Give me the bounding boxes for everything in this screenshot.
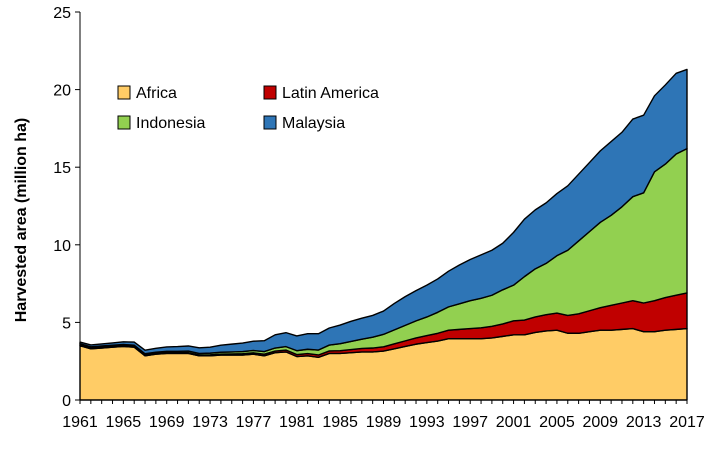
x-tick-label: 1985 — [322, 414, 358, 431]
x-tick-label: 2017 — [669, 414, 705, 431]
legend-swatch-africa — [117, 85, 131, 100]
legend-label-latin-america: Latin America — [282, 85, 379, 102]
x-tick-label: 2001 — [496, 414, 532, 431]
x-tick-label: 2009 — [582, 414, 618, 431]
area-series-group — [79, 68, 688, 401]
x-tick-label: 1997 — [452, 414, 488, 431]
x-tick-labels: 1961 1965 1969 1973 1977 1981 1985 1989 1993 1997… — [62, 414, 705, 431]
area-malaysia — [79, 68, 688, 355]
legend-label-malaysia: Malaysia — [282, 115, 345, 132]
legend-label-indonesia: Indonesia — [136, 115, 205, 132]
y-tick-label: 5 — [62, 315, 71, 332]
legend-swatch-malaysia — [263, 115, 277, 130]
x-tick-label: 1969 — [149, 414, 185, 431]
x-tick-label: 2005 — [539, 414, 575, 431]
x-tick-label: 1993 — [409, 414, 445, 431]
x-tick-label: 1981 — [279, 414, 315, 431]
x-tick-label: 1965 — [106, 414, 142, 431]
y-axis-label: Harvested area (million ha) — [13, 118, 30, 323]
x-tick-label: 1989 — [366, 414, 402, 431]
x-tick-label: 1977 — [236, 414, 272, 431]
legend-swatch-indonesia — [117, 115, 131, 130]
y-tick-labels: 0 5 10 15 20 25 — [53, 5, 71, 410]
x-tick-label: 1973 — [192, 414, 228, 431]
legend-label-africa: Africa — [136, 85, 177, 102]
legend-swatch-latin-america — [263, 85, 277, 100]
legend: Africa Latin America Indonesia Malaysia — [117, 85, 379, 132]
y-tick-label: 20 — [53, 83, 71, 100]
x-tick-label: 1961 — [62, 414, 98, 431]
x-tick-label: 2013 — [626, 414, 662, 431]
y-tick-label: 0 — [62, 393, 71, 410]
y-tick-label: 10 — [53, 238, 71, 255]
axes — [75, 11, 688, 404]
y-tick-label: 15 — [53, 160, 71, 177]
y-tick-label: 25 — [53, 5, 71, 22]
